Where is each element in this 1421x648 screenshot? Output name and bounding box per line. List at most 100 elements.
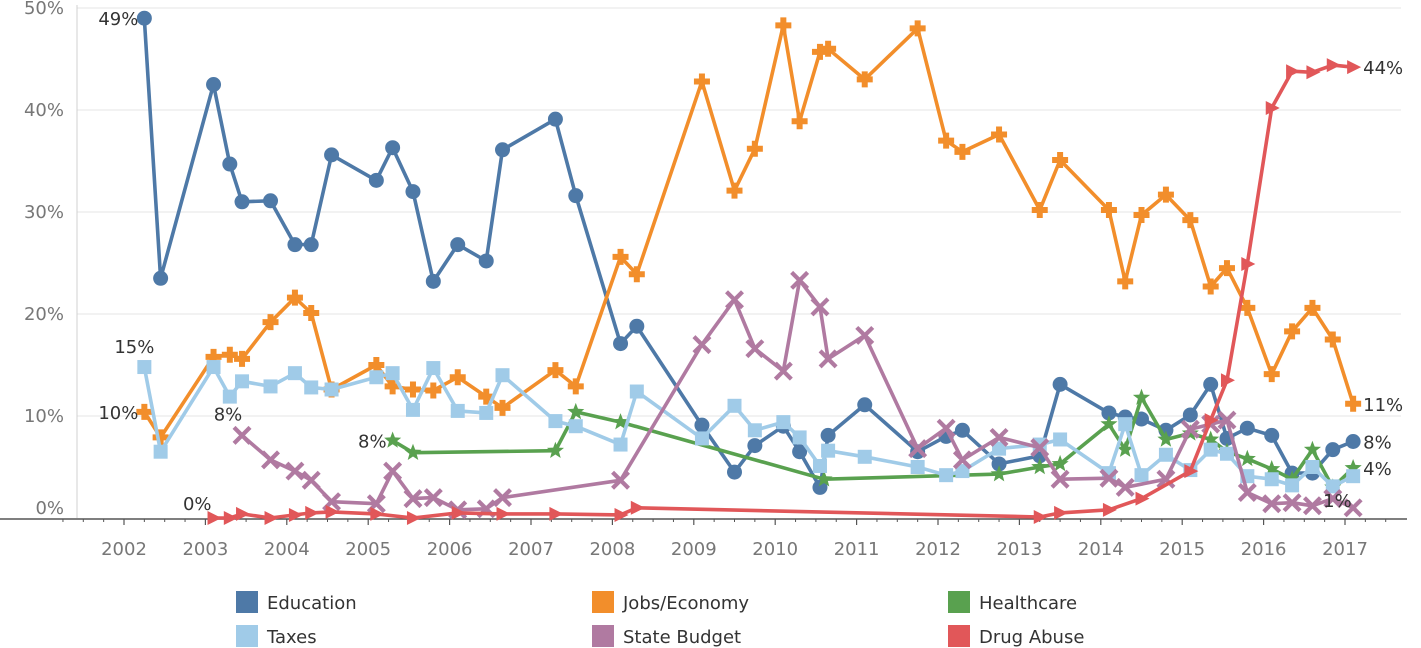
series-taxes [137,360,1361,494]
data-point-drug-abuse [451,505,466,520]
data-point-drug-abuse [1306,65,1321,80]
data-point-jobs-economy [1117,273,1134,290]
data-point-drug-abuse [223,511,238,525]
data-point-education [547,111,563,127]
data-point-jobs-economy [152,429,169,446]
data-point-education [1101,405,1117,421]
data-point-education [405,184,421,200]
x-tick-label: 2004 [264,539,310,560]
data-point-healthcare [1116,440,1134,457]
x-tick-label: 2014 [1078,539,1124,560]
data-point-drug-abuse [325,504,340,519]
data-point-jobs-economy [262,314,279,331]
data-point-education [820,427,836,443]
data-point-drug-abuse [1102,502,1117,517]
x-tick-label: 2002 [101,539,147,560]
data-point-education [629,318,645,334]
data-point-taxes [939,468,954,483]
data-point-taxes [812,458,827,473]
x-tick-label: 2011 [834,539,880,560]
data-point-taxes [1134,468,1149,483]
legend-swatch [592,625,614,647]
legend-swatch [948,625,970,647]
data-point-taxes [479,405,494,420]
data-point-jobs-economy [1345,395,1362,412]
data-point-drug-abuse [1265,100,1280,115]
legend-label: Jobs/Economy [622,593,749,614]
x-tick-label: 2013 [996,539,1042,560]
data-point-education [385,140,401,156]
data-point-education [747,438,763,454]
y-tick-label: 30% [24,202,64,223]
x-tick-label: 2008 [589,539,635,560]
legend-item-state-budget: State Budget [592,625,741,648]
series-line-jobs-economy [142,23,1355,440]
data-point-taxes [1285,478,1300,493]
data-label: 15% [114,337,154,358]
data-point-jobs-economy [1100,201,1117,218]
data-point-jobs-economy [368,357,385,373]
data-point-state-budget [725,290,744,310]
data-point-jobs-economy [991,126,1008,143]
data-point-taxes [287,366,302,381]
data-point-taxes [1346,469,1361,484]
data-point-state-budget [1115,477,1135,497]
data-point-state-budget [493,488,512,508]
data-point-education [1264,427,1280,443]
series-jobs-economy [136,17,1362,446]
data-point-taxes [1203,442,1218,457]
data-point-healthcare [567,402,585,420]
x-tick-label: 2015 [1159,539,1205,560]
data-point-taxes [548,414,563,429]
data-point-jobs-economy [1133,207,1150,224]
data-point-drug-abuse [370,506,385,521]
data-point-healthcare [1132,388,1151,405]
data-point-drug-abuse [1286,64,1301,79]
series-healthcare [384,388,1362,495]
data-point-state-budget [810,297,830,317]
data-point-jobs-economy [746,140,763,157]
data-point-education [303,237,319,253]
data-point-drug-abuse [1347,60,1362,75]
data-point-jobs-economy [567,378,584,395]
data-point-jobs-economy [234,350,251,367]
data-point-education [1325,442,1341,458]
series-state-budget [232,270,1363,520]
data-point-taxes [324,382,339,397]
data-point-state-budget [745,339,765,359]
data-point-jobs-economy [303,304,320,321]
data-label: 8% [214,404,243,425]
data-point-taxes [1305,460,1320,474]
data-point-state-budget [1302,496,1322,516]
data-point-jobs-economy [856,71,873,88]
x-tick-label: 2009 [671,539,717,560]
data-point-education [234,194,250,210]
data-point-healthcare [1303,440,1321,457]
data-point-taxes [1264,472,1279,487]
data-point-state-budget [1282,493,1302,513]
data-point-state-budget [989,427,1009,447]
data-label: 4% [1363,459,1392,480]
data-label: 0% [183,494,212,515]
data-point-taxes [747,423,762,438]
data-point-state-budget [261,450,280,470]
data-point-healthcare [1283,470,1301,487]
data-point-state-budget [383,461,403,481]
data-point-healthcare [1157,430,1175,447]
data-point-state-budget [692,335,712,355]
data-point-jobs-economy [478,388,495,405]
data-point-taxes [992,441,1007,456]
data-point-state-budget [403,489,423,509]
data-point-taxes [568,419,583,434]
data-point-drug-abuse [1033,509,1048,524]
data-point-taxes [385,366,400,381]
data-point-taxes [727,398,742,413]
data-point-taxes [694,431,709,446]
data-point-jobs-economy [449,369,466,386]
data-point-education [857,397,873,413]
data-point-taxes [495,368,510,383]
legend-swatch [236,625,258,647]
data-point-education [1203,376,1219,392]
data-point-drug-abuse [406,511,421,525]
data-point-state-budget [1343,498,1363,518]
